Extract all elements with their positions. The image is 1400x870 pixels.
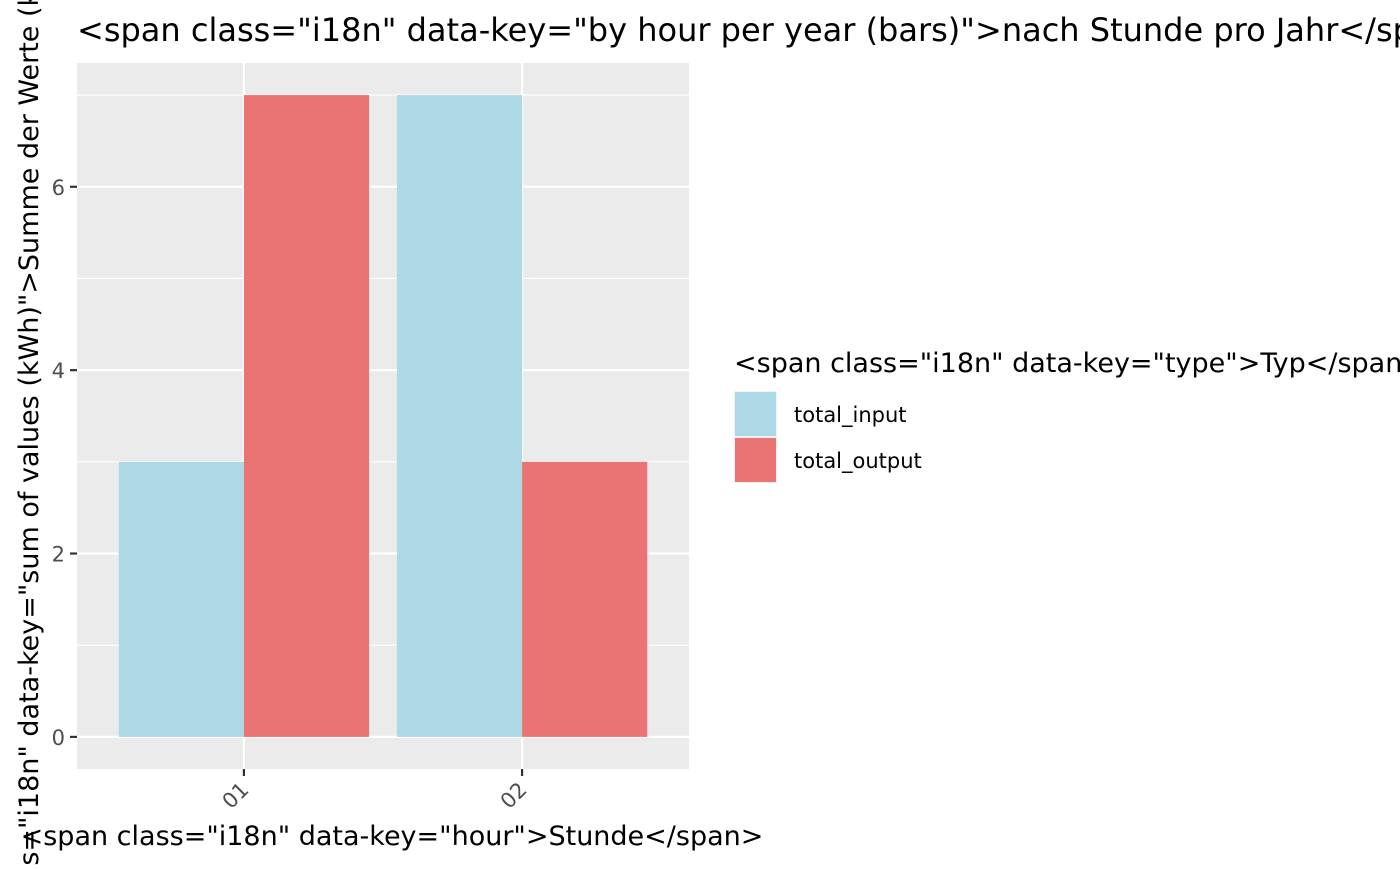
y-tick-label: 0	[52, 726, 65, 750]
legend-label-total_output: total_output	[794, 449, 922, 474]
y-tick-label: 6	[52, 176, 65, 200]
legend-key-total_output	[735, 438, 776, 482]
legend-items: total_input total_output	[734, 391, 922, 483]
bar-total_output-01	[244, 95, 369, 737]
y-tick-label: 2	[52, 543, 65, 567]
bar-total_input-02	[397, 95, 522, 737]
bar-total_input-01	[119, 462, 244, 737]
legend: <span class="i18n" data-key="type">Typ</…	[734, 348, 1400, 483]
chart-title: <span class="i18n" data-key="by hour per…	[77, 11, 1400, 49]
x-tick-label: 01	[218, 778, 254, 814]
legend-label-total_input: total_input	[794, 403, 907, 428]
x-tick-label: 02	[496, 778, 532, 814]
bar-total_output-02	[522, 462, 647, 737]
y-tick-label: 4	[52, 359, 65, 383]
legend-key-total_input	[735, 392, 776, 436]
x-axis-title: <span class="i18n" data-key="hour">Stund…	[21, 821, 764, 852]
legend-title: <span class="i18n" data-key="type">Typ</…	[734, 348, 1400, 379]
y-axis-title: <span class="i18n" data-key="sum of valu…	[14, 0, 45, 866]
